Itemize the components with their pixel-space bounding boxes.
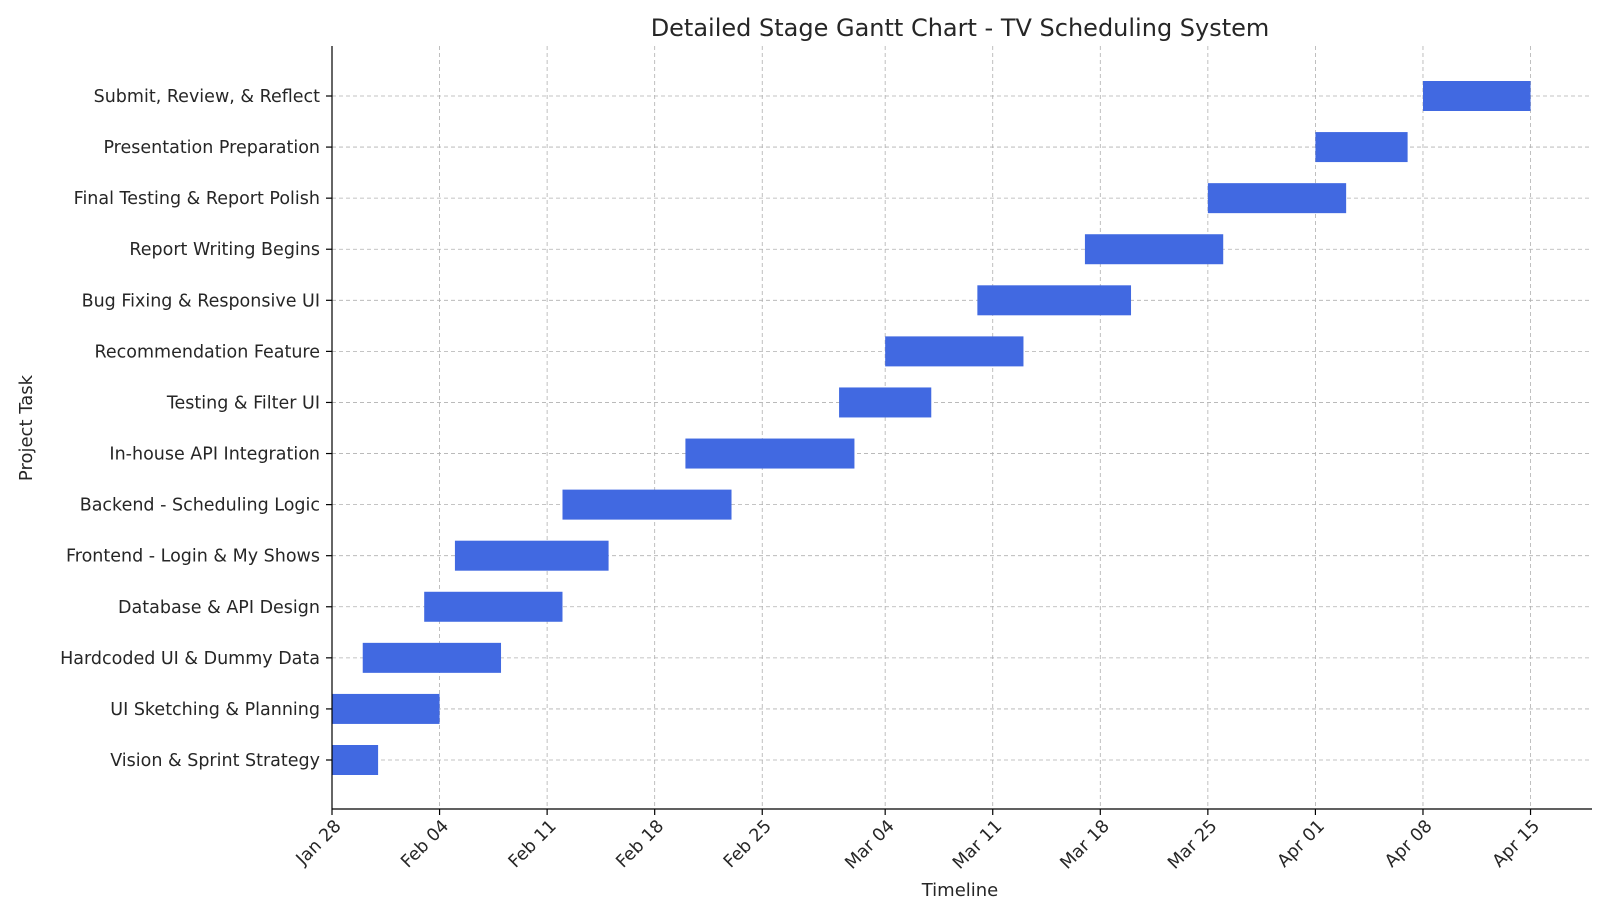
x-tick-label: Mar 04 — [842, 816, 899, 873]
task-label: Bug Fixing & Responsive UI — [82, 291, 320, 311]
task-label: Submit, Review, & Reflect — [94, 87, 321, 107]
x-tick-label: Apr 01 — [1274, 816, 1329, 871]
task-bar — [685, 438, 855, 469]
task-bar — [885, 336, 1024, 367]
task-bar — [977, 285, 1132, 316]
chart-title: Detailed Stage Gantt Chart - TV Scheduli… — [651, 14, 1270, 42]
task-bar — [562, 489, 732, 520]
x-tick-label: Jan 28 — [292, 816, 346, 870]
task-bar — [362, 642, 502, 673]
x-tick-label: Apr 15 — [1489, 816, 1544, 871]
x-tick-label: Feb 25 — [720, 816, 776, 872]
task-bar — [1422, 81, 1531, 111]
x-tick-label: Mar 11 — [949, 816, 1006, 873]
task-label: Testing & Filter UI — [166, 393, 320, 413]
task-bar — [332, 693, 440, 724]
task-label: Presentation Preparation — [103, 138, 320, 158]
task-label: Report Writing Begins — [129, 240, 320, 260]
task-label: Database & API Design — [118, 598, 320, 618]
task-bar — [1315, 132, 1408, 163]
task-label: Hardcoded UI & Dummy Data — [60, 649, 320, 669]
x-axis-label: Timeline — [921, 880, 999, 901]
x-tick-layer: Jan 28 Feb 04 Feb 11 Feb 18 Feb 25 Mar 04 Mar … — [292, 809, 1544, 874]
bar-layer — [332, 81, 1531, 775]
x-tick-label: Feb 04 — [397, 816, 453, 872]
y-tick-layer: Vision & Sprint Strategy UI Sketching & P… — [60, 87, 332, 771]
task-bar — [454, 540, 609, 571]
x-tick-label: Apr 08 — [1381, 816, 1436, 871]
y-axis-label: Project Task — [16, 374, 37, 481]
task-label: Vision & Sprint Strategy — [110, 751, 320, 771]
task-label: In-house API Integration — [109, 445, 320, 465]
task-bar — [1207, 183, 1347, 214]
task-bar — [424, 591, 563, 622]
task-label: Frontend - Login & My Shows — [66, 547, 320, 567]
x-tick-label: Mar 25 — [1164, 816, 1221, 873]
task-label: UI Sketching & Planning — [110, 700, 320, 720]
x-tick-label: Feb 11 — [505, 816, 561, 872]
x-tick-label: Mar 18 — [1057, 816, 1114, 873]
x-tick-label: Feb 18 — [612, 816, 668, 872]
task-label: Backend - Scheduling Logic — [80, 496, 320, 516]
task-bar — [1084, 234, 1224, 265]
task-label: Recommendation Feature — [95, 342, 320, 362]
task-bar — [839, 387, 932, 418]
task-label: Final Testing & Report Polish — [74, 189, 320, 209]
task-bar — [332, 745, 379, 775]
